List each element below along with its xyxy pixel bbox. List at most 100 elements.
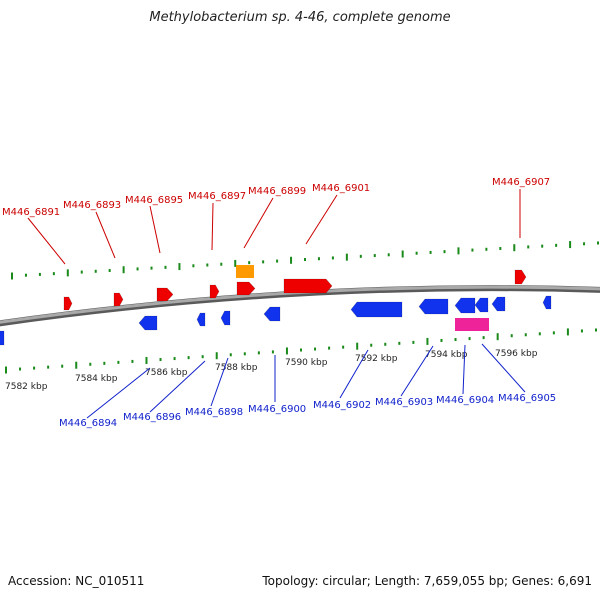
bottom-minor-tick — [524, 333, 527, 337]
reverse-gene-arrow — [491, 296, 506, 312]
top-minor-tick — [94, 269, 97, 273]
reverse-gene-leader-line — [481, 343, 526, 393]
reverse-gene-leader-line — [339, 349, 369, 399]
top-minor-tick — [317, 257, 320, 261]
forward-gene-label: M446_6897 — [188, 191, 246, 202]
top-major-tick — [178, 263, 181, 271]
forward-gene-label: M446_6895 — [125, 195, 183, 206]
forward-gene-label: M446_6901 — [312, 183, 370, 194]
top-minor-tick — [248, 261, 251, 265]
reverse-gene-leader-line — [149, 360, 206, 413]
bottom-major-tick — [215, 352, 218, 360]
top-minor-tick — [150, 266, 153, 270]
top-major-tick — [401, 250, 404, 258]
bottom-minor-tick — [89, 362, 92, 366]
bottom-minor-tick — [187, 356, 190, 360]
top-major-tick — [234, 259, 237, 267]
reverse-gene-arrow — [0, 330, 5, 346]
bottom-minor-tick — [412, 340, 415, 344]
top-minor-tick — [387, 253, 390, 257]
reverse-gene-leader-line — [400, 345, 434, 397]
bottom-minor-tick — [47, 365, 50, 369]
top-minor-tick — [206, 263, 209, 267]
top-minor-tick — [527, 245, 530, 249]
top-minor-tick — [597, 241, 599, 245]
top-minor-tick — [583, 242, 586, 246]
bottom-tick-label: 7596 kbp — [495, 349, 538, 359]
orange-feature — [236, 265, 254, 278]
top-major-tick — [66, 269, 69, 277]
tick-layer — [5, 241, 599, 374]
bottom-major-tick — [75, 361, 78, 369]
reverse-gene-arrow — [454, 297, 476, 314]
bottom-minor-tick — [342, 345, 345, 349]
forward-gene-leader-line — [243, 197, 274, 249]
bottom-tick-label: 7590 kbp — [285, 358, 328, 368]
bottom-minor-tick — [482, 336, 485, 340]
reverse-gene-label: M446_6903 — [375, 397, 433, 408]
forward-gene-arrow — [156, 287, 174, 302]
bottom-minor-tick — [398, 341, 401, 345]
bottom-major-tick — [426, 337, 429, 345]
reverse-gene-arrow — [196, 312, 206, 327]
reverse-gene-label: M446_6896 — [123, 412, 181, 423]
top-minor-tick — [499, 247, 502, 250]
reverse-gene-arrow — [418, 298, 449, 315]
top-minor-tick — [359, 254, 362, 258]
forward-gene-arrow — [283, 278, 333, 294]
top-major-tick — [345, 253, 348, 261]
accession-text: Accession: NC_010511 — [8, 574, 145, 588]
top-minor-tick — [443, 250, 446, 254]
bottom-minor-tick — [229, 353, 232, 357]
bottom-minor-tick — [384, 342, 387, 346]
top-major-tick — [11, 272, 13, 280]
reverse-gene-arrow — [474, 297, 489, 313]
bottom-minor-tick — [159, 358, 162, 362]
reverse-gene-label: M446_6902 — [313, 400, 371, 411]
bottom-minor-tick — [314, 347, 317, 351]
reverse-gene-leader-line — [462, 344, 466, 395]
reverse-gene-label: M446_6904 — [436, 395, 494, 406]
forward-gene-leader-line — [211, 202, 214, 251]
gene-layer — [0, 265, 552, 346]
reverse-gene-leader-line — [210, 357, 229, 407]
top-minor-tick — [555, 243, 558, 247]
forward-gene-label: M446_6891 — [2, 207, 60, 218]
bottom-minor-tick — [19, 367, 22, 371]
bottom-minor-tick — [510, 334, 513, 338]
bottom-minor-tick — [117, 360, 120, 364]
forward-gene-arrow — [236, 281, 256, 296]
bottom-major-tick — [566, 328, 569, 336]
top-minor-tick — [192, 264, 195, 268]
top-minor-tick — [136, 267, 139, 271]
bottom-major-tick — [145, 356, 148, 364]
forward-gene-label: M446_6907 — [492, 177, 550, 188]
genome-summary-text: Topology: circular; Length: 7,659,055 bp… — [262, 574, 592, 588]
forward-gene-label: M446_6893 — [63, 200, 121, 211]
top-minor-tick — [276, 259, 279, 263]
reverse-gene-label: M446_6905 — [498, 393, 556, 404]
top-minor-tick — [24, 273, 27, 277]
top-minor-tick — [415, 251, 418, 255]
bottom-minor-tick — [595, 328, 597, 332]
bottom-minor-tick — [103, 361, 106, 365]
bottom-minor-tick — [580, 329, 583, 333]
forward-gene-leader-line — [95, 211, 116, 259]
bottom-major-tick — [285, 347, 288, 355]
bottom-minor-tick — [468, 337, 471, 341]
reverse-gene-arrow — [263, 306, 281, 322]
pink-feature — [455, 318, 489, 331]
bottom-minor-tick — [201, 355, 204, 359]
forward-gene-leader-line — [149, 205, 161, 254]
bottom-minor-tick — [131, 359, 134, 363]
bottom-tick-label: 7592 kbp — [355, 354, 398, 364]
label-layer: 7582 kbp 7584 kbp 7586 kbp 7588 kbp 7590 kbp… — [2, 177, 556, 429]
bottom-minor-tick — [552, 331, 555, 335]
reverse-gene-arrow — [542, 295, 552, 310]
bottom-minor-tick — [243, 352, 246, 356]
reverse-gene-arrow — [138, 315, 158, 331]
bottom-major-tick — [496, 333, 499, 341]
bottom-minor-tick — [300, 348, 302, 352]
